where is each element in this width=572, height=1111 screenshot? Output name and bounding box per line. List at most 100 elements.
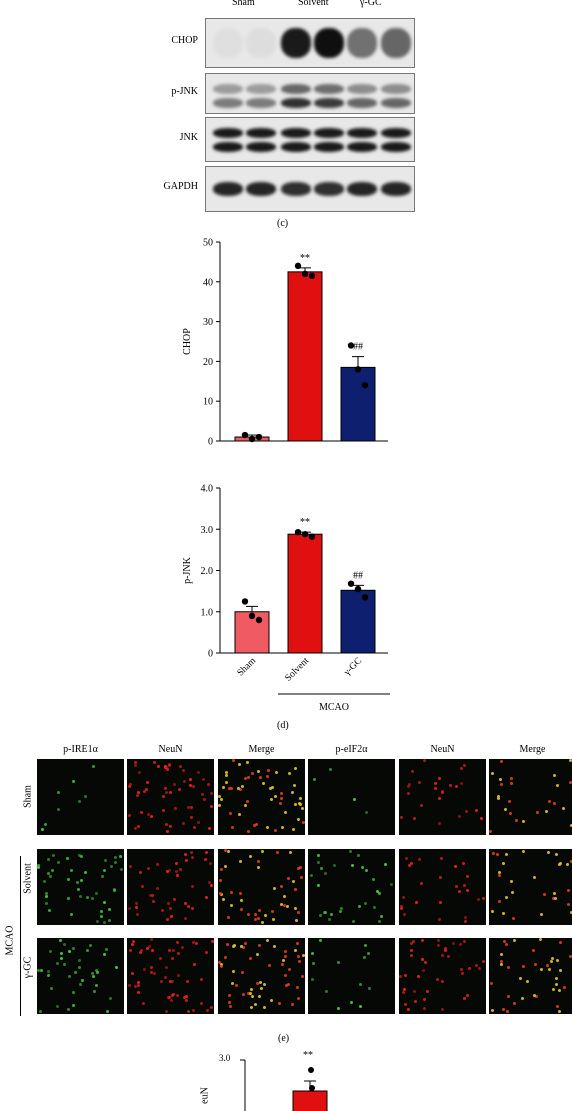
if-cell <box>249 957 253 961</box>
if-cell <box>45 895 49 899</box>
if-cell <box>57 791 61 795</box>
if-cell <box>260 921 264 925</box>
y-tick-label: 50 <box>203 238 213 249</box>
if-cell <box>466 888 470 892</box>
if-cell <box>168 948 172 952</box>
if-cell <box>552 801 556 805</box>
if-cell <box>409 954 413 958</box>
if-cell <box>142 789 146 793</box>
if-cell <box>555 982 559 986</box>
if-cell <box>312 777 316 781</box>
x-tick-label: Solvent <box>284 656 312 684</box>
if-image <box>37 938 124 1014</box>
if-image <box>218 938 305 1014</box>
panel-e-label: (e) <box>278 1033 290 1044</box>
if-cell <box>351 919 355 923</box>
if-cell <box>160 909 164 913</box>
data-point <box>347 342 355 349</box>
if-cell <box>118 855 122 859</box>
if-cell <box>229 903 233 907</box>
if-cell <box>500 959 504 963</box>
if-cell <box>297 817 301 821</box>
if-cell <box>246 991 250 995</box>
blot-band <box>381 128 411 138</box>
if-cell <box>273 794 277 798</box>
if-cell <box>238 859 242 863</box>
if-cell <box>243 776 247 780</box>
if-cell <box>230 891 234 895</box>
if-cell <box>438 777 442 781</box>
if-cell <box>298 796 302 800</box>
if-cell <box>129 782 133 786</box>
if-cell <box>181 768 185 772</box>
if-image <box>308 938 395 1014</box>
if-cell <box>437 822 441 826</box>
if-cell <box>492 851 496 855</box>
if-cell <box>365 868 368 872</box>
if-cell <box>138 870 142 874</box>
if-cell <box>164 791 168 795</box>
if-cell <box>287 772 291 776</box>
if-cell <box>551 896 555 900</box>
if-cell <box>377 919 381 923</box>
if-cell <box>90 896 94 900</box>
blot-band <box>281 182 311 196</box>
if-cell <box>49 986 53 990</box>
if-cell <box>146 866 150 870</box>
if-cell <box>509 879 513 883</box>
if-cell <box>455 785 459 789</box>
if-cell <box>422 759 426 762</box>
if-cell <box>490 772 494 776</box>
blot-band <box>347 142 377 152</box>
if-cell <box>209 791 213 795</box>
if-cell <box>301 820 305 824</box>
blot-row-label: GAPDH <box>163 181 198 192</box>
if-cell <box>420 803 424 807</box>
if-cell <box>262 1006 266 1010</box>
significance-label: ## <box>353 342 363 353</box>
if-cell <box>95 968 99 972</box>
if-cell <box>409 942 413 946</box>
if-cell <box>438 918 442 922</box>
if-cell <box>439 901 443 905</box>
if-cell <box>545 964 549 968</box>
if-cell <box>205 851 209 855</box>
if-cell <box>422 998 426 1002</box>
blot-band <box>246 28 276 58</box>
if-cell <box>103 901 107 905</box>
if-cell <box>475 809 479 813</box>
if-cell <box>224 849 228 853</box>
if-cell <box>296 997 300 1001</box>
if-cell <box>267 964 271 968</box>
if-cell <box>323 911 327 915</box>
if-cell <box>555 783 559 787</box>
if-cell <box>459 782 463 786</box>
if-cell <box>284 810 288 814</box>
blot-chop <box>205 18 415 68</box>
if-cell <box>37 968 41 972</box>
if-cell <box>403 973 407 977</box>
if-cell <box>457 889 461 893</box>
if-cell <box>552 774 556 778</box>
if-cell <box>145 787 149 791</box>
if-cell <box>551 987 555 991</box>
if-cell <box>433 786 437 790</box>
if-cell <box>186 1010 190 1013</box>
if-cell <box>191 784 195 788</box>
if-cell <box>228 1001 232 1005</box>
if-cell <box>49 875 53 879</box>
if-cell <box>440 791 444 795</box>
if-cell <box>258 995 262 998</box>
if-cell <box>480 817 484 821</box>
if-cell <box>547 850 551 854</box>
if-cell <box>210 1006 214 1010</box>
if-cell <box>568 955 572 959</box>
blot-band <box>314 182 344 196</box>
significance-label: ** <box>300 253 310 264</box>
if-cell <box>290 791 294 795</box>
if-cell <box>418 781 422 784</box>
blot-band <box>281 142 311 152</box>
if-cell <box>174 862 178 866</box>
if-cell <box>423 961 427 965</box>
if-cell <box>435 977 439 981</box>
